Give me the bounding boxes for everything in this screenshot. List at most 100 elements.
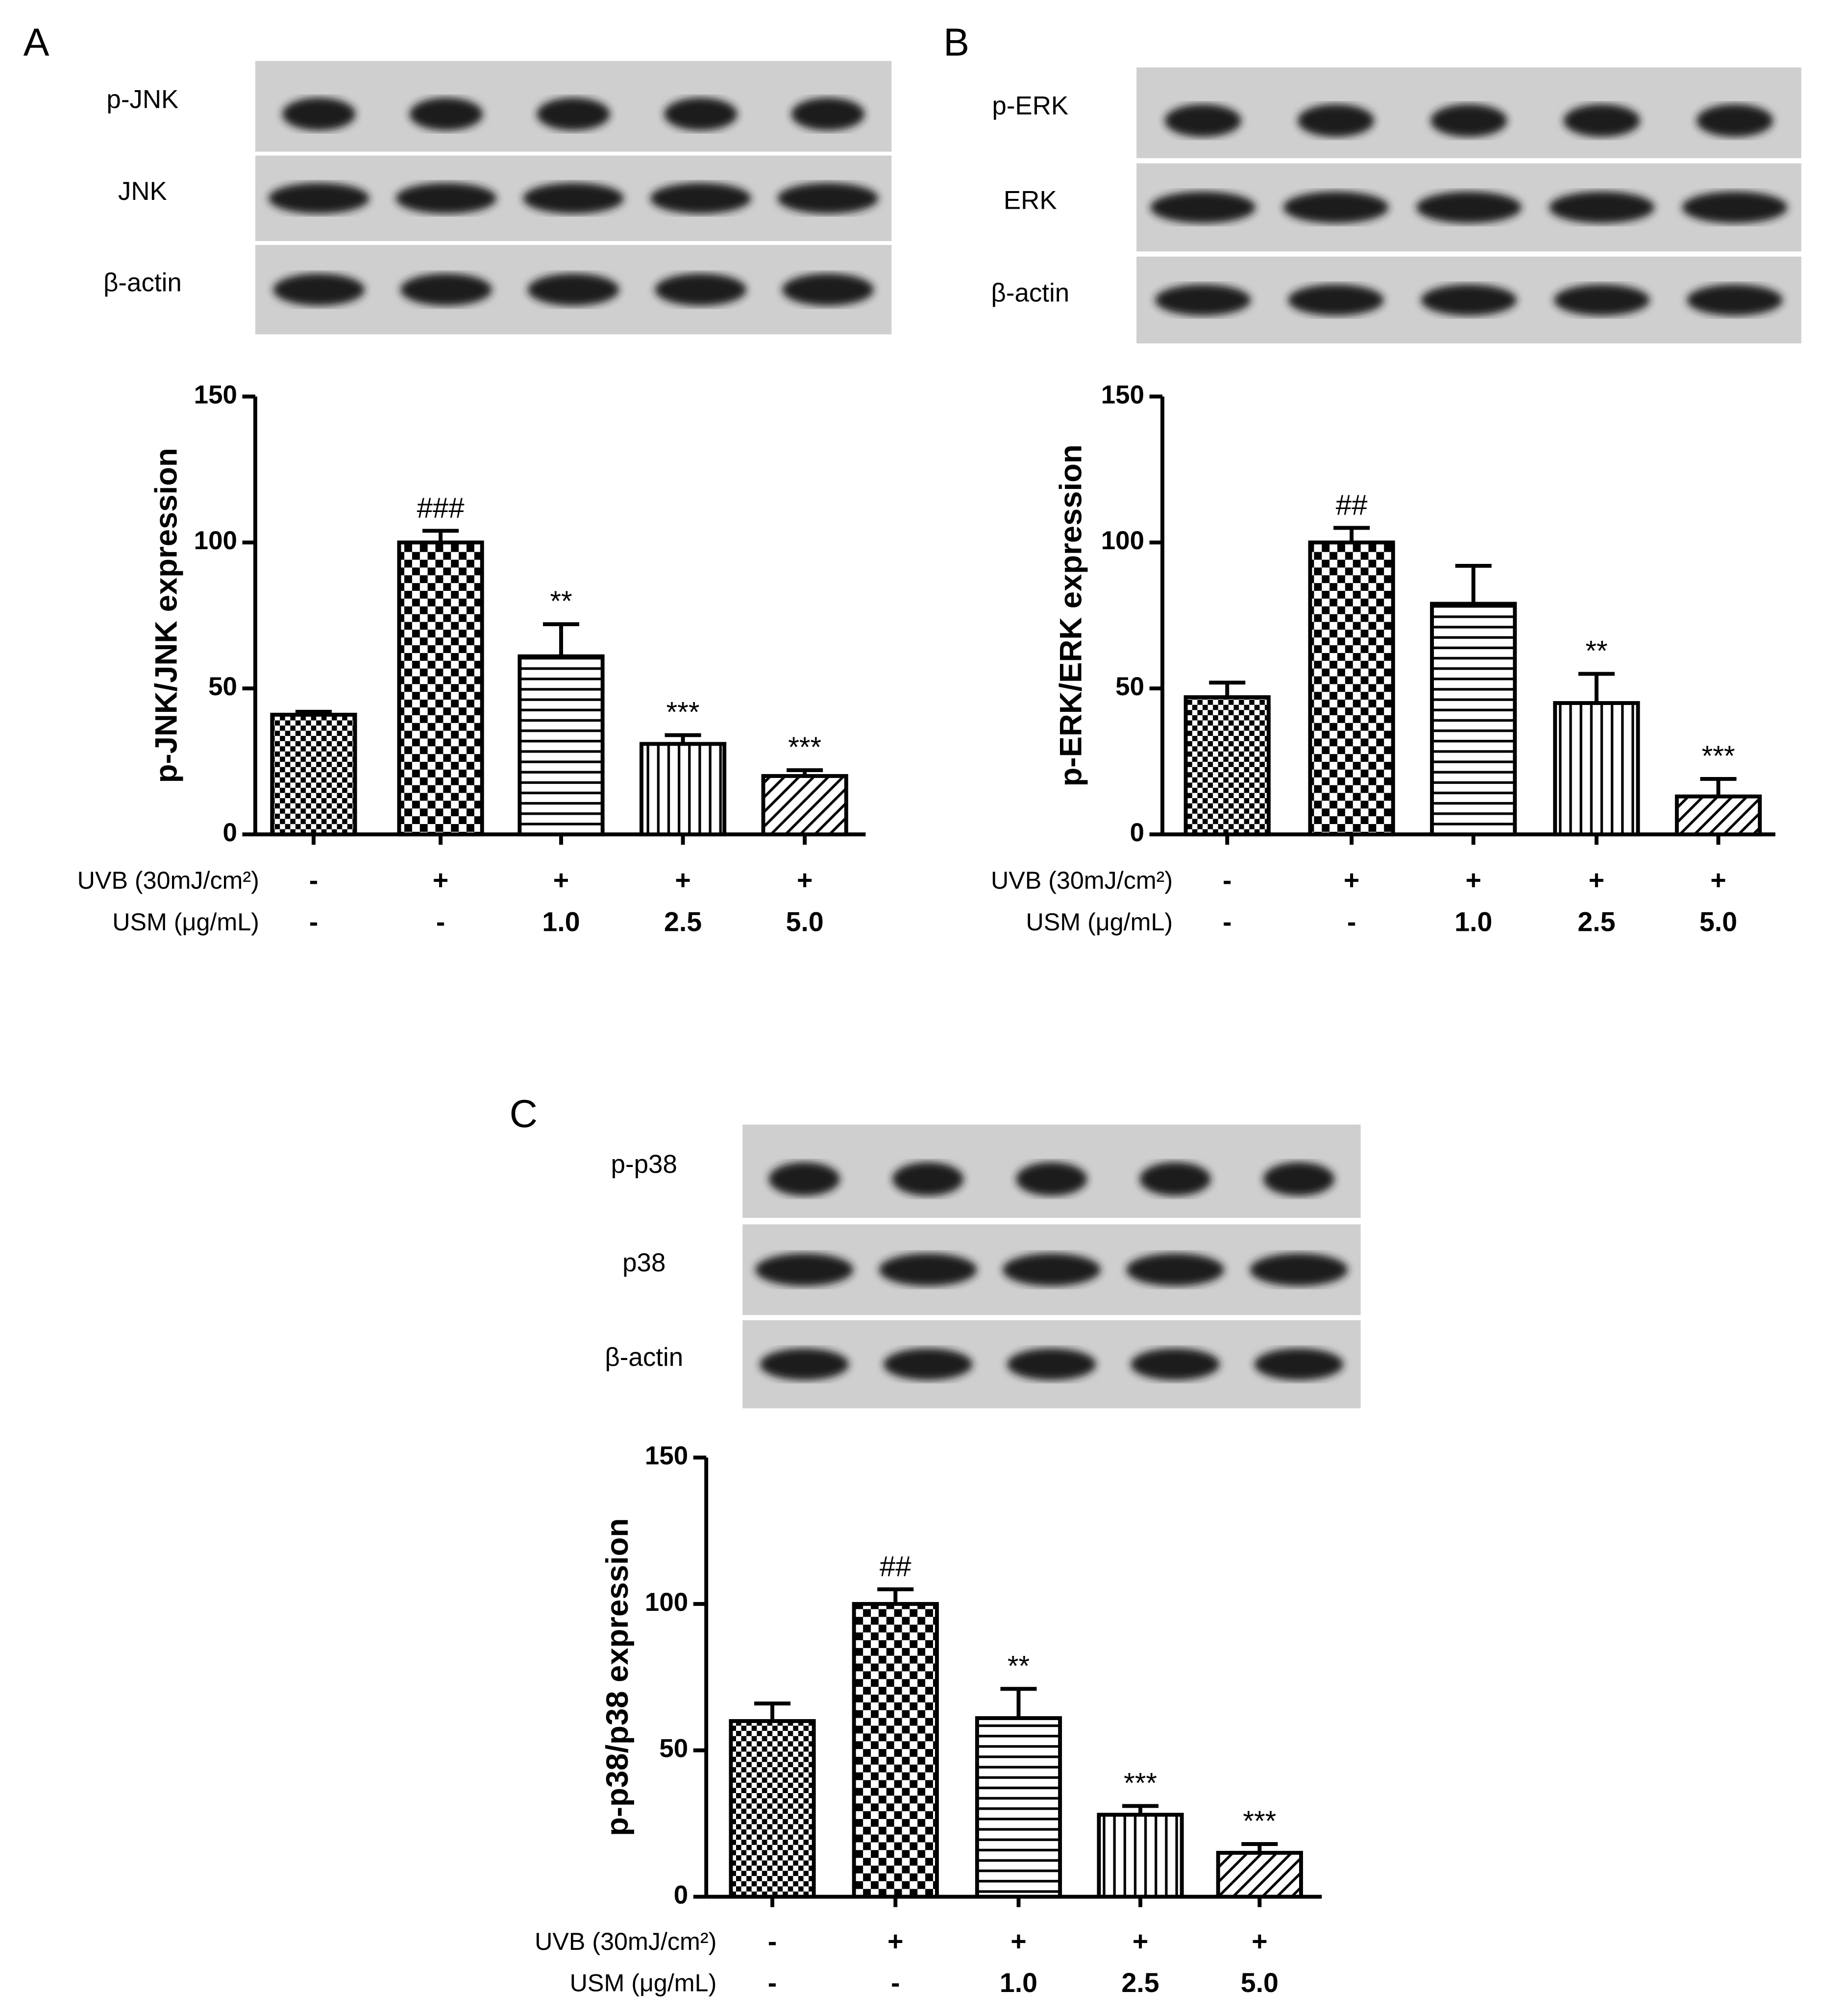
- bar: [270, 712, 357, 837]
- bar: [1553, 701, 1640, 837]
- condition-value: -: [891, 1967, 900, 1998]
- condition-value: +: [887, 1926, 903, 1956]
- condition-value: -: [309, 906, 319, 937]
- blot-band: [883, 1348, 973, 1381]
- bar: [397, 540, 484, 837]
- bar: [761, 774, 848, 837]
- condition-value: +: [1710, 865, 1726, 896]
- condition-value: 2.5: [1121, 1967, 1159, 1998]
- panel-label: B: [943, 21, 969, 64]
- condition-value: 2.5: [664, 906, 702, 937]
- blot-band: [1696, 104, 1773, 137]
- y-tick-label: 150: [1101, 380, 1144, 409]
- annotation: ##: [1336, 489, 1368, 521]
- condition-label: USM (μg/mL): [570, 1969, 717, 1997]
- blot-band: [409, 97, 483, 131]
- condition-value: 2.5: [1577, 906, 1615, 937]
- blot-label: β-actin: [605, 1343, 683, 1372]
- blot-band: [1416, 191, 1522, 223]
- bar: [1097, 1813, 1184, 1899]
- blot-band: [1288, 284, 1384, 316]
- y-tick-label: 50: [208, 672, 237, 701]
- blot-band: [523, 183, 624, 214]
- condition-value: +: [553, 865, 569, 896]
- annotation: ###: [417, 492, 465, 524]
- blot-label: β-actin: [103, 268, 182, 297]
- condition-label: UVB (30mJ/cm²): [535, 1928, 716, 1955]
- blot-band: [1164, 104, 1241, 137]
- bar: [975, 1716, 1062, 1899]
- annotation: ***: [1124, 1767, 1157, 1799]
- blot-band: [1126, 1253, 1225, 1286]
- blot-band: [1150, 191, 1256, 223]
- blot-band: [1563, 104, 1640, 137]
- y-tick-label: 100: [645, 1588, 688, 1617]
- blot-band: [777, 183, 879, 214]
- bar: [1216, 1850, 1303, 1899]
- blot-band: [1155, 284, 1251, 316]
- blot-band: [1430, 104, 1507, 137]
- panel-label: C: [510, 1092, 538, 1136]
- condition-value: 1.0: [542, 906, 580, 937]
- blot-label: p-JNK: [106, 85, 178, 114]
- blot-label: p-ERK: [992, 92, 1068, 121]
- y-tick-label: 50: [659, 1734, 688, 1763]
- blot-label: JNK: [118, 177, 167, 206]
- annotation: ***: [1243, 1805, 1276, 1837]
- condition-label: UVB (30mJ/cm²): [77, 867, 259, 894]
- annotation: **: [1008, 1650, 1030, 1682]
- y-tick-label: 0: [1130, 818, 1144, 847]
- blot-band: [1131, 1348, 1220, 1381]
- condition-value: 5.0: [786, 906, 824, 937]
- bar: [852, 1602, 939, 1899]
- y-tick-label: 50: [1115, 672, 1144, 701]
- bar: [729, 1719, 816, 1899]
- panel-label: A: [24, 21, 49, 64]
- bar: [640, 742, 727, 837]
- blot-label: p38: [622, 1248, 665, 1277]
- annotation: ##: [880, 1551, 911, 1582]
- blot-band: [1421, 284, 1517, 316]
- annotation: ***: [788, 731, 821, 763]
- blot-band: [1250, 1253, 1348, 1286]
- blot-band: [1007, 1348, 1096, 1381]
- blot-band: [273, 273, 365, 306]
- blot-band: [1139, 1162, 1211, 1196]
- condition-value: 5.0: [1241, 1967, 1279, 1998]
- blot-band: [282, 97, 356, 131]
- condition-value: -: [1223, 906, 1232, 937]
- y-tick-label: 100: [1101, 526, 1144, 555]
- blot-band: [1297, 104, 1375, 137]
- blot-label: p-p38: [611, 1150, 677, 1179]
- condition-value: +: [433, 865, 448, 896]
- y-axis-label: p-p38/p38 expression: [600, 1518, 635, 1836]
- condition-value: -: [1223, 865, 1232, 896]
- blot-label: ERK: [1004, 186, 1057, 215]
- annotation: **: [1585, 635, 1607, 667]
- blot-band: [1263, 1162, 1335, 1196]
- blot-band: [1682, 191, 1788, 223]
- y-tick-label: 150: [645, 1441, 688, 1470]
- blot-band: [755, 1253, 854, 1286]
- blot-band: [760, 1348, 849, 1381]
- y-tick-label: 0: [222, 818, 237, 847]
- blot-band: [1016, 1162, 1087, 1196]
- condition-value: +: [1133, 1926, 1148, 1956]
- condition-value: -: [768, 1926, 777, 1956]
- condition-label: UVB (30mJ/cm²): [991, 867, 1173, 894]
- blot-band: [1003, 1253, 1101, 1286]
- condition-value: -: [309, 865, 319, 896]
- bar: [1430, 602, 1517, 837]
- blot-band: [268, 183, 369, 214]
- blot-band: [395, 183, 497, 214]
- bar: [517, 654, 605, 837]
- condition-value: -: [768, 1967, 777, 1998]
- condition-value: 1.0: [1454, 906, 1492, 937]
- y-axis-label: p-JNK/JNK expression: [149, 448, 184, 783]
- condition-value: +: [1344, 865, 1359, 896]
- blot-band: [879, 1253, 977, 1286]
- blot-band: [655, 273, 747, 306]
- condition-value: +: [1589, 865, 1604, 896]
- blot-label: β-actin: [991, 279, 1069, 308]
